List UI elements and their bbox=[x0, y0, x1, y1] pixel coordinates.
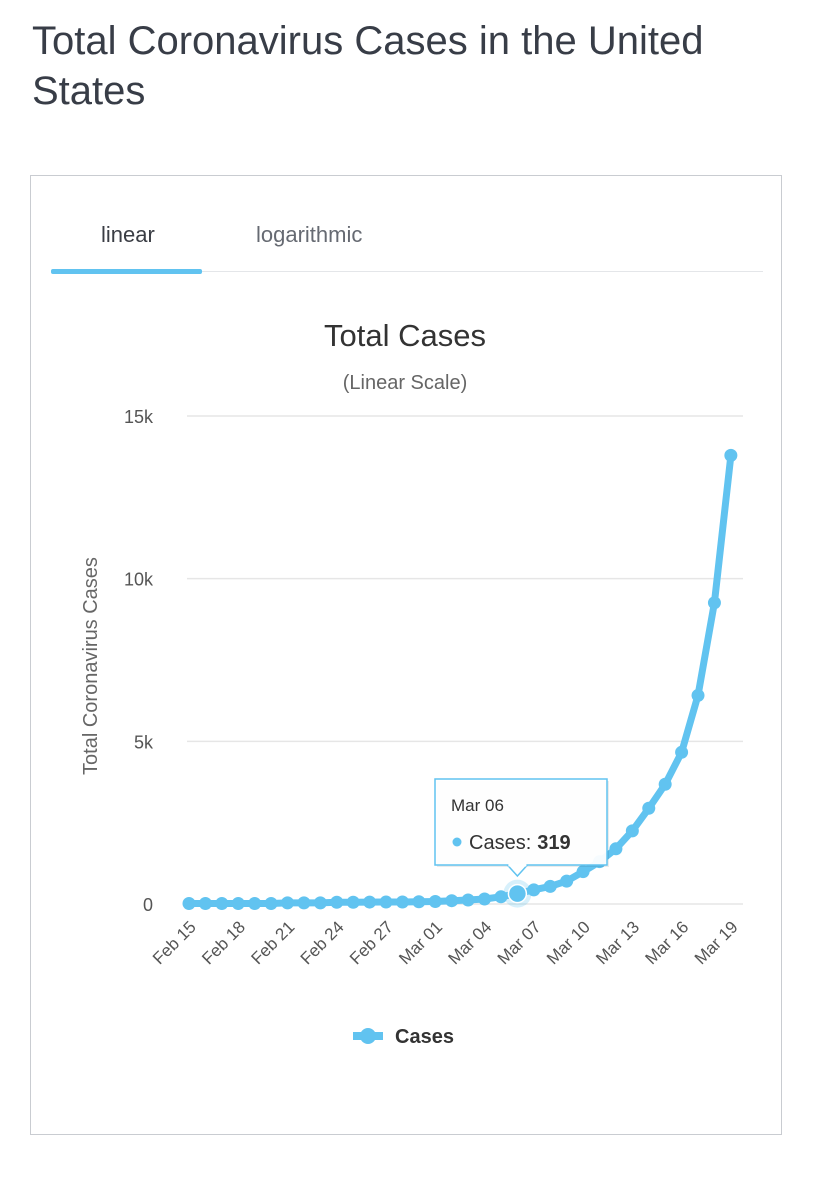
y-tick-label: 10k bbox=[124, 570, 154, 590]
tooltip-date: Mar 06 bbox=[451, 796, 504, 815]
data-point[interactable] bbox=[248, 897, 262, 911]
x-tick-label: Mar 07 bbox=[494, 917, 545, 968]
active-tab-indicator bbox=[51, 269, 202, 274]
data-point[interactable] bbox=[543, 879, 557, 893]
x-tick-label: Mar 13 bbox=[592, 917, 643, 968]
tab-linear[interactable]: linear bbox=[101, 222, 155, 247]
legend[interactable]: Cases bbox=[353, 1026, 454, 1048]
chart-title: Total Cases bbox=[324, 318, 486, 353]
data-point[interactable] bbox=[412, 895, 426, 909]
x-tick-label: Mar 04 bbox=[445, 917, 496, 968]
tooltip-box bbox=[434, 778, 608, 866]
data-point[interactable] bbox=[478, 892, 492, 906]
data-point[interactable] bbox=[724, 448, 738, 462]
y-axis-label: Total Coronavirus Cases bbox=[80, 557, 102, 775]
data-point[interactable] bbox=[527, 883, 541, 897]
x-tick-label: Feb 18 bbox=[198, 917, 249, 968]
x-tick-label: Feb 21 bbox=[247, 917, 298, 968]
line-chart: Total Cases (Linear Scale) Total Coronav… bbox=[80, 318, 743, 1048]
data-point[interactable] bbox=[658, 777, 672, 791]
data-point[interactable] bbox=[313, 896, 327, 910]
data-point[interactable] bbox=[625, 824, 639, 838]
tooltip-value: 319 bbox=[537, 832, 570, 854]
hovered-data-point[interactable] bbox=[507, 883, 528, 904]
series-line bbox=[185, 451, 735, 907]
data-point[interactable] bbox=[461, 893, 475, 907]
data-point[interactable] bbox=[297, 896, 311, 910]
data-point[interactable] bbox=[395, 895, 409, 909]
x-tick-label: Mar 19 bbox=[691, 917, 742, 968]
chart-card: linear logarithmic Total Cases (Linear S… bbox=[30, 175, 782, 1135]
x-tick-label: Feb 24 bbox=[297, 917, 348, 968]
data-point[interactable] bbox=[675, 745, 689, 759]
data-point[interactable] bbox=[445, 894, 459, 908]
tooltip-series-dot bbox=[452, 837, 462, 847]
legend-label-cases[interactable]: Cases bbox=[395, 1026, 454, 1048]
x-tick-label: Feb 15 bbox=[149, 917, 200, 968]
x-tick-label: Mar 10 bbox=[543, 917, 594, 968]
data-point[interactable] bbox=[363, 895, 377, 909]
scale-tabs: linear logarithmic bbox=[51, 176, 763, 274]
data-point[interactable] bbox=[215, 897, 229, 911]
data-point[interactable] bbox=[560, 874, 574, 888]
data-point[interactable] bbox=[231, 897, 245, 911]
legend-marker-swatch[interactable] bbox=[360, 1028, 376, 1044]
data-point[interactable] bbox=[330, 895, 344, 909]
y-tick-label: 5k bbox=[134, 732, 154, 752]
x-tick-label: Mar 01 bbox=[395, 917, 446, 968]
data-point[interactable] bbox=[428, 895, 442, 909]
data-point[interactable] bbox=[707, 596, 721, 610]
y-axis-ticks: 0 5k 10k 15k bbox=[124, 407, 154, 915]
data-point[interactable] bbox=[691, 688, 705, 702]
tooltip-pointer-mask bbox=[508, 863, 527, 867]
page-title: Total Coronavirus Cases in the United St… bbox=[32, 19, 704, 113]
data-point[interactable] bbox=[281, 896, 295, 910]
data-point[interactable] bbox=[642, 801, 656, 815]
data-point[interactable] bbox=[264, 897, 278, 911]
data-point[interactable] bbox=[609, 842, 623, 856]
chart-subtitle: (Linear Scale) bbox=[343, 372, 468, 394]
x-tick-label: Mar 16 bbox=[642, 917, 693, 968]
tooltip-series-label: Cases: bbox=[469, 832, 531, 854]
tooltip-pointer bbox=[506, 864, 528, 878]
x-tick-label: Feb 27 bbox=[346, 917, 397, 968]
data-point[interactable] bbox=[576, 865, 590, 879]
y-tick-label: 15k bbox=[124, 407, 154, 427]
data-point[interactable] bbox=[346, 895, 360, 909]
data-point[interactable] bbox=[182, 897, 196, 911]
y-tick-label: 0 bbox=[143, 895, 153, 915]
series-cases bbox=[182, 448, 738, 911]
data-point[interactable] bbox=[494, 890, 508, 904]
tooltip: Mar 06 Cases: 319 bbox=[434, 778, 609, 878]
data-point[interactable] bbox=[198, 897, 212, 911]
data-point[interactable] bbox=[379, 895, 393, 909]
tab-logarithmic[interactable]: logarithmic bbox=[256, 222, 363, 247]
